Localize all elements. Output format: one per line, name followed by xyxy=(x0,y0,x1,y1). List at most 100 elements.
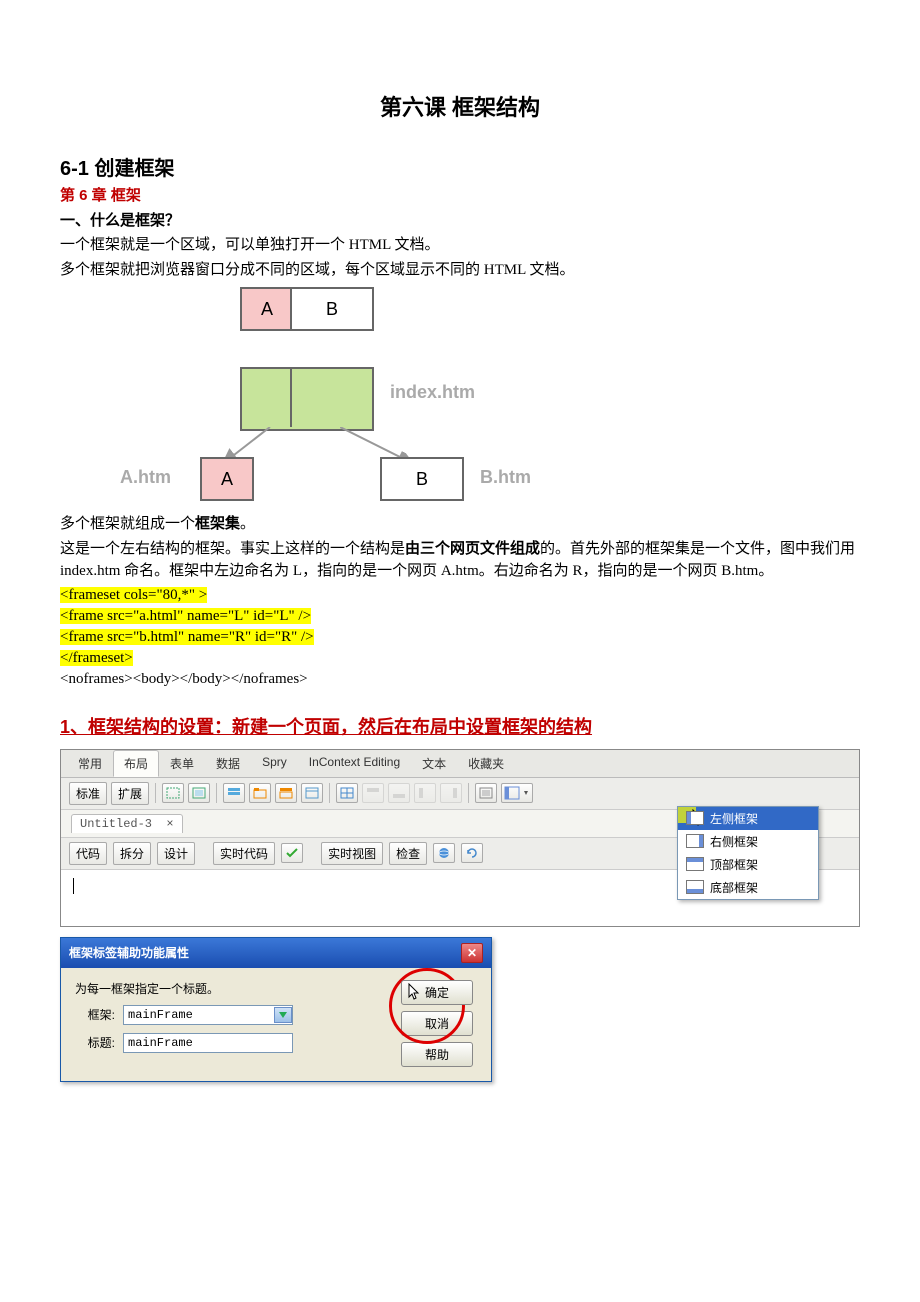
row-above-icon xyxy=(362,783,384,803)
diagram-divider xyxy=(290,367,292,427)
standard-button[interactable]: 标准 xyxy=(69,782,107,805)
diagram-box-b-bot: B xyxy=(380,457,464,501)
menu-item-right-frame[interactable]: 右侧框架 xyxy=(678,830,818,853)
chapter-label: 第 6 章 框架 xyxy=(60,185,860,208)
div-insert-icon[interactable] xyxy=(188,783,210,803)
code-line: </frameset> xyxy=(60,650,133,666)
div-icon[interactable] xyxy=(162,783,184,803)
insert-tabstrip: 常用 布局 表单 数据 Spry InContext Editing 文本 收藏… xyxy=(61,750,859,778)
tab-common[interactable]: 常用 xyxy=(67,750,113,777)
col-right-icon xyxy=(440,783,462,803)
col-left-icon xyxy=(414,783,436,803)
spry-accordion-icon[interactable] xyxy=(275,783,297,803)
tab-data[interactable]: 数据 xyxy=(205,750,251,777)
diagram-label-index: index.htm xyxy=(390,382,475,403)
text: 。 xyxy=(240,516,255,532)
separator xyxy=(468,783,469,803)
text: 这是一个左右结构的框架。事实上这样的一个结构是 xyxy=(60,541,405,557)
text-bold: 框架集 xyxy=(195,515,240,532)
globe-icon[interactable] xyxy=(433,843,455,863)
frame-select[interactable]: mainFrame xyxy=(123,1005,293,1025)
code-line: <noframes><body></body></noframes> xyxy=(60,671,308,687)
tab-text[interactable]: 文本 xyxy=(411,750,457,777)
cursor-icon xyxy=(408,983,422,1001)
diagram-label-a: A.htm xyxy=(120,467,171,488)
frame-accessibility-dialog: 框架标签辅助功能属性 ✕ 为每一框架指定一个标题。 框架: mainFrame … xyxy=(60,937,492,1082)
menu-item-top-frame[interactable]: 顶部框架 xyxy=(678,853,818,876)
help-button[interactable]: 帮助 xyxy=(401,1042,473,1067)
right-frame-icon xyxy=(686,834,704,848)
text-bold: 由三个网页文件组成 xyxy=(405,540,540,557)
left-frame-icon xyxy=(686,811,704,825)
live-view-button[interactable]: 实时视图 xyxy=(321,842,383,865)
question-1: 一、什么是框架？ xyxy=(60,210,860,233)
tab-incontext[interactable]: InContext Editing xyxy=(298,750,411,777)
menu-item-label: 右侧框架 xyxy=(710,833,758,850)
menu-item-label: 顶部框架 xyxy=(710,856,758,873)
separator xyxy=(329,783,330,803)
text: 多个框架就组成一个 xyxy=(60,516,195,532)
inspect-button[interactable]: 检查 xyxy=(389,842,427,865)
top-frame-icon xyxy=(686,857,704,871)
frame-select-value: mainFrame xyxy=(128,1008,193,1022)
ok-button-label: 确定 xyxy=(425,986,449,1000)
dialog-instruction: 为每一框架指定一个标题。 xyxy=(75,980,385,997)
close-button[interactable]: ✕ xyxy=(461,943,483,963)
tab-favorites[interactable]: 收藏夹 xyxy=(457,750,515,777)
document-tab[interactable]: Untitled-3 × xyxy=(71,814,183,833)
spry-tab-icon[interactable] xyxy=(249,783,271,803)
document-tab-label: Untitled-3 xyxy=(80,817,152,831)
diagram-box-a-top: A xyxy=(240,287,294,331)
menu-item-label: 左侧框架 xyxy=(710,810,758,827)
tab-spry[interactable]: Spry xyxy=(251,750,298,777)
cancel-button[interactable]: 取消 xyxy=(401,1011,473,1036)
frame-label: 框架: xyxy=(75,1006,115,1023)
separator xyxy=(155,783,156,803)
dialog-title: 框架标签辅助功能属性 xyxy=(69,944,189,961)
menu-item-label: 底部框架 xyxy=(710,879,758,896)
frames-dropdown-button[interactable] xyxy=(501,783,533,803)
paragraph: 这是一个左右结构的框架。事实上这样的一个结构是由三个网页文件组成的。首先外部的框… xyxy=(60,538,860,583)
section-heading: 6-1 创建框架 xyxy=(60,152,860,181)
spry-collapsible-icon[interactable] xyxy=(301,783,323,803)
frame-diagram: A B index.htm A.htm A B B.htm xyxy=(120,287,580,507)
diagram-box-mid xyxy=(240,367,374,431)
code-block: <frameset cols="80,*" > <frame src="a.ht… xyxy=(60,585,860,690)
expanded-button[interactable]: 扩展 xyxy=(111,782,149,805)
paragraph: 一个框架就是一个区域，可以单独打开一个 HTML 文档。 xyxy=(60,234,860,257)
split-view-button[interactable]: 拆分 xyxy=(113,842,151,865)
dreamweaver-screenshot: 常用 布局 表单 数据 Spry InContext Editing 文本 收藏… xyxy=(60,749,860,927)
live-code-button[interactable]: 实时代码 xyxy=(213,842,275,865)
code-view-button[interactable]: 代码 xyxy=(69,842,107,865)
text-cursor xyxy=(73,878,74,894)
code-line: <frame src="a.html" name="L" id="L" /> xyxy=(60,608,311,624)
diagram-box-b-top: B xyxy=(290,287,374,331)
separator xyxy=(216,783,217,803)
design-view-button[interactable]: 设计 xyxy=(157,842,195,865)
code-line: <frame src="b.html" name="R" id="R" /> xyxy=(60,629,314,645)
frames-menu: 左侧框架 右侧框架 顶部框架 底部框架 xyxy=(677,806,819,900)
page-title: 第六课 框架结构 xyxy=(60,90,860,122)
diagram-box-a-bot: A xyxy=(200,457,254,501)
table-icon[interactable] xyxy=(336,783,358,803)
chevron-down-icon xyxy=(274,1007,292,1023)
bottom-frame-icon xyxy=(686,880,704,894)
step-heading: 1、框架结构的设置：新建一个页面，然后在布局中设置框架的结构 xyxy=(60,714,860,741)
tab-forms[interactable]: 表单 xyxy=(159,750,205,777)
paragraph: 多个框架就把浏览器窗口分成不同的区域，每个区域显示不同的 HTML 文档。 xyxy=(60,259,860,282)
spry-menu-icon[interactable] xyxy=(223,783,245,803)
row-below-icon xyxy=(388,783,410,803)
code-line: <frameset cols="80,*" > xyxy=(60,587,207,603)
title-input[interactable]: mainFrame xyxy=(123,1033,293,1053)
refresh-icon[interactable] xyxy=(461,843,483,863)
dialog-titlebar: 框架标签辅助功能属性 ✕ xyxy=(61,938,491,968)
iframe-icon[interactable] xyxy=(475,783,497,803)
menu-item-bottom-frame[interactable]: 底部框架 xyxy=(678,876,818,899)
check-icon[interactable] xyxy=(281,843,303,863)
title-label: 标题: xyxy=(75,1034,115,1051)
diagram-label-b: B.htm xyxy=(480,467,531,488)
paragraph: 多个框架就组成一个框架集。 xyxy=(60,513,860,536)
menu-item-left-frame[interactable]: 左侧框架 xyxy=(678,807,818,830)
ok-button[interactable]: 确定 xyxy=(401,980,473,1005)
tab-layout[interactable]: 布局 xyxy=(113,750,159,777)
